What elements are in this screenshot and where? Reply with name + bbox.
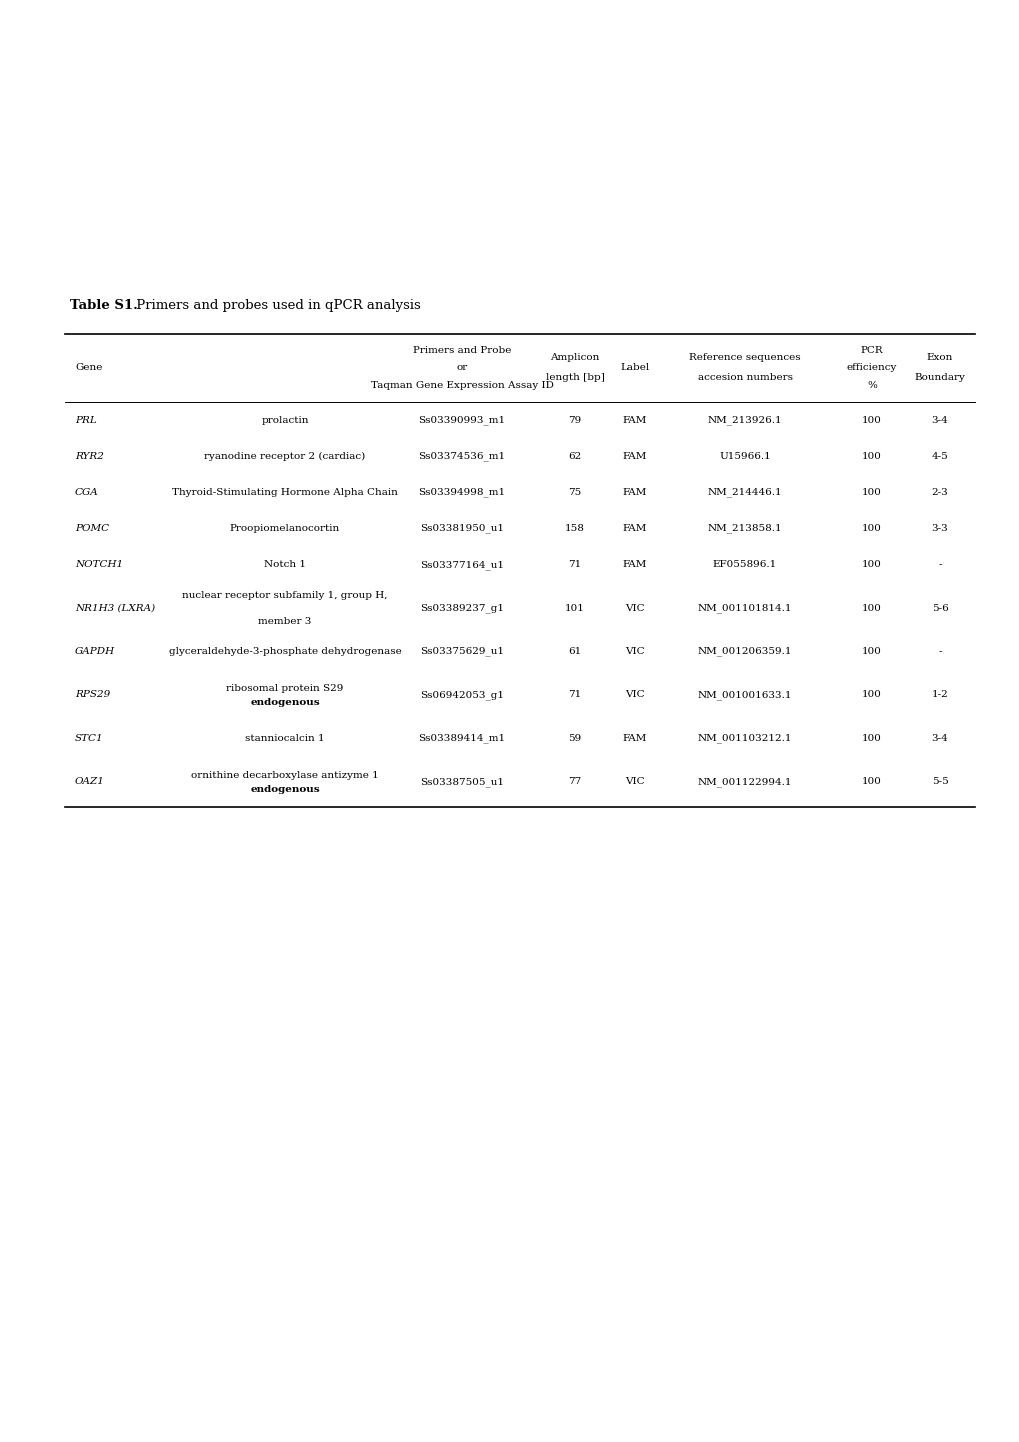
Text: OAZ1: OAZ1 xyxy=(75,777,105,786)
Text: ornithine decarboxylase antizyme 1: ornithine decarboxylase antizyme 1 xyxy=(191,770,378,780)
Text: 100: 100 xyxy=(861,734,881,743)
Text: 100: 100 xyxy=(861,415,881,424)
Text: ryanodine receptor 2 (cardiac): ryanodine receptor 2 (cardiac) xyxy=(204,451,365,461)
Text: FAM: FAM xyxy=(623,523,646,534)
Text: NM_001103212.1: NM_001103212.1 xyxy=(697,734,792,743)
Text: 100: 100 xyxy=(861,647,881,656)
Text: Exon: Exon xyxy=(926,353,952,362)
Text: Amplicon: Amplicon xyxy=(550,353,599,362)
Text: NM_214446.1: NM_214446.1 xyxy=(707,487,782,497)
Text: VIC: VIC xyxy=(625,647,644,656)
Text: or: or xyxy=(455,363,467,372)
Text: Thyroid-Stimulating Hormone Alpha Chain: Thyroid-Stimulating Hormone Alpha Chain xyxy=(172,487,397,497)
Text: VIC: VIC xyxy=(625,604,644,613)
Text: U15966.1: U15966.1 xyxy=(718,451,770,461)
Text: RYR2: RYR2 xyxy=(75,451,104,461)
Text: Ss03381950_u1: Ss03381950_u1 xyxy=(420,523,503,534)
Text: length [bp]: length [bp] xyxy=(545,373,604,382)
Text: 5-6: 5-6 xyxy=(930,604,948,613)
Text: Notch 1: Notch 1 xyxy=(264,561,306,570)
Text: Primers and probes used in qPCR analysis: Primers and probes used in qPCR analysis xyxy=(131,298,421,311)
Text: endogenous: endogenous xyxy=(250,698,320,707)
Text: accesion numbers: accesion numbers xyxy=(697,373,792,382)
Text: PCR: PCR xyxy=(860,346,882,355)
Text: RPS29: RPS29 xyxy=(75,691,110,699)
Text: Ss03387505_u1: Ss03387505_u1 xyxy=(420,777,503,786)
Text: 62: 62 xyxy=(568,451,581,461)
Text: FAM: FAM xyxy=(623,415,646,424)
Text: 71: 71 xyxy=(568,561,581,570)
Text: Ss06942053_g1: Ss06942053_g1 xyxy=(420,691,503,699)
Text: 158: 158 xyxy=(565,523,584,534)
Text: Ss03375629_u1: Ss03375629_u1 xyxy=(420,646,503,656)
Text: Proopiomelanocortin: Proopiomelanocortin xyxy=(229,523,339,534)
Text: GAPDH: GAPDH xyxy=(75,647,115,656)
Text: 100: 100 xyxy=(861,777,881,786)
Text: endogenous: endogenous xyxy=(250,784,320,795)
Text: Boundary: Boundary xyxy=(914,373,965,382)
Text: NOTCH1: NOTCH1 xyxy=(75,561,123,570)
Text: 3-3: 3-3 xyxy=(930,523,948,534)
Text: glyceraldehyde-3-phosphate dehydrogenase: glyceraldehyde-3-phosphate dehydrogenase xyxy=(168,647,401,656)
Text: PRL: PRL xyxy=(75,415,97,424)
Text: member 3: member 3 xyxy=(258,617,312,626)
Text: Primers and Probe: Primers and Probe xyxy=(413,346,511,355)
Text: prolactin: prolactin xyxy=(261,415,309,424)
Text: 101: 101 xyxy=(565,604,584,613)
Text: 100: 100 xyxy=(861,561,881,570)
Text: Ss03377164_u1: Ss03377164_u1 xyxy=(420,559,503,570)
Text: Ss03390993_m1: Ss03390993_m1 xyxy=(418,415,505,425)
Text: Ss03389237_g1: Ss03389237_g1 xyxy=(420,603,503,613)
Text: 4-5: 4-5 xyxy=(930,451,948,461)
Text: nuclear receptor subfamily 1, group H,: nuclear receptor subfamily 1, group H, xyxy=(182,591,387,600)
Text: Taqman Gene Expression Assay ID: Taqman Gene Expression Assay ID xyxy=(370,381,553,389)
Text: Ss03374536_m1: Ss03374536_m1 xyxy=(418,451,505,461)
Text: 75: 75 xyxy=(568,487,581,497)
Text: %: % xyxy=(866,381,876,389)
Text: NM_001122994.1: NM_001122994.1 xyxy=(697,777,792,786)
Text: 100: 100 xyxy=(861,451,881,461)
Text: Label: Label xyxy=(620,363,649,372)
Text: Ss03394998_m1: Ss03394998_m1 xyxy=(418,487,505,497)
Text: STC1: STC1 xyxy=(75,734,104,743)
Text: FAM: FAM xyxy=(623,487,646,497)
Text: VIC: VIC xyxy=(625,691,644,699)
Text: stanniocalcin 1: stanniocalcin 1 xyxy=(245,734,324,743)
Text: NM_001206359.1: NM_001206359.1 xyxy=(697,646,792,656)
Text: 100: 100 xyxy=(861,523,881,534)
Text: NM_001101814.1: NM_001101814.1 xyxy=(697,603,792,613)
Text: 5-5: 5-5 xyxy=(930,777,948,786)
Text: FAM: FAM xyxy=(623,451,646,461)
Text: 2-3: 2-3 xyxy=(930,487,948,497)
Text: VIC: VIC xyxy=(625,777,644,786)
Text: 77: 77 xyxy=(568,777,581,786)
Text: EF055896.1: EF055896.1 xyxy=(712,561,776,570)
Text: Gene: Gene xyxy=(75,363,102,372)
Text: 59: 59 xyxy=(568,734,581,743)
Text: efficiency: efficiency xyxy=(846,363,897,372)
Text: NM_213858.1: NM_213858.1 xyxy=(707,523,782,534)
Text: 79: 79 xyxy=(568,415,581,424)
Text: -: - xyxy=(937,647,941,656)
Text: 100: 100 xyxy=(861,691,881,699)
Text: 1-2: 1-2 xyxy=(930,691,948,699)
Text: Reference sequences: Reference sequences xyxy=(689,353,800,362)
Text: ribosomal protein S29: ribosomal protein S29 xyxy=(226,684,343,694)
Text: 3-4: 3-4 xyxy=(930,415,948,424)
Text: Ss03389414_m1: Ss03389414_m1 xyxy=(418,734,505,743)
Text: Table S1.: Table S1. xyxy=(70,298,138,311)
Text: 100: 100 xyxy=(861,604,881,613)
Text: NM_213926.1: NM_213926.1 xyxy=(707,415,782,425)
Text: NM_001001633.1: NM_001001633.1 xyxy=(697,691,792,699)
Text: 3-4: 3-4 xyxy=(930,734,948,743)
Text: FAM: FAM xyxy=(623,734,646,743)
Text: -: - xyxy=(937,561,941,570)
Text: NR1H3 (LXRA): NR1H3 (LXRA) xyxy=(75,604,155,613)
Text: FAM: FAM xyxy=(623,561,646,570)
Text: POMC: POMC xyxy=(75,523,109,534)
Text: 61: 61 xyxy=(568,647,581,656)
Text: 100: 100 xyxy=(861,487,881,497)
Text: 71: 71 xyxy=(568,691,581,699)
Text: CGA: CGA xyxy=(75,487,99,497)
